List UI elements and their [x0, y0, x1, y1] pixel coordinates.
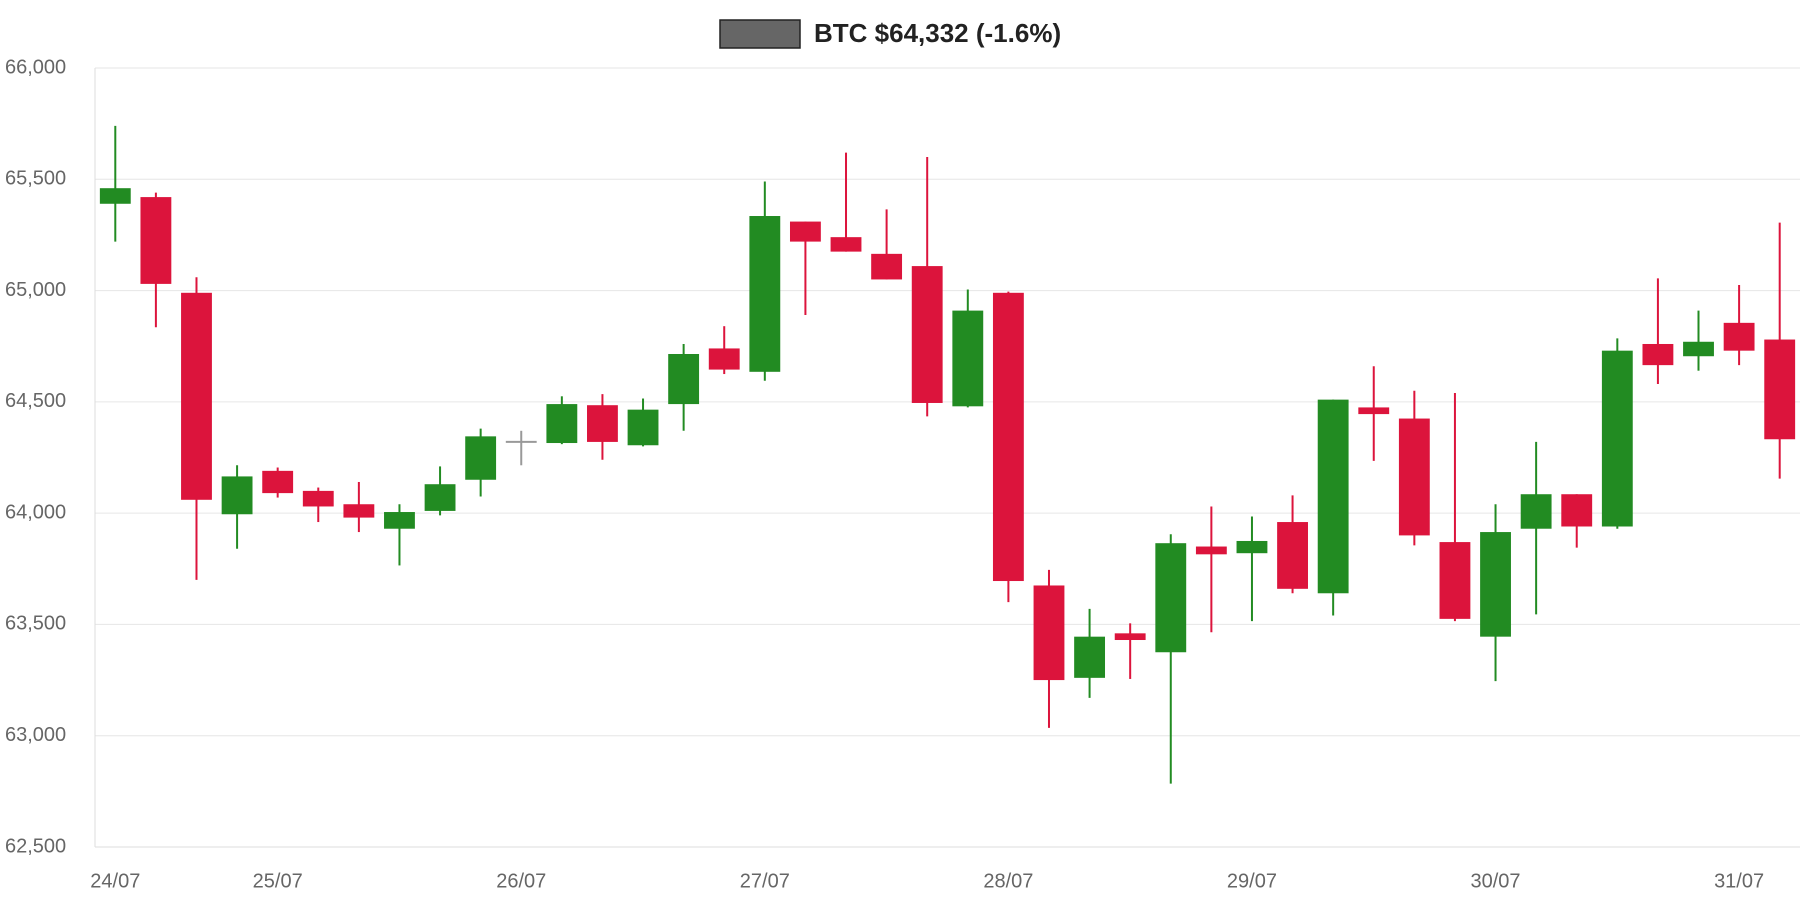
- candle-body: [424, 484, 456, 511]
- candle-body: [99, 188, 131, 204]
- legend-label: BTC $64,332 (-1.6%): [814, 18, 1061, 48]
- candle-body: [952, 310, 984, 407]
- candle-body: [546, 404, 578, 444]
- candle-body: [871, 253, 903, 280]
- candle-body: [1480, 532, 1511, 637]
- candle-body: [140, 197, 172, 284]
- candle-body: [1074, 636, 1106, 678]
- y-tick-label: 65,000: [5, 279, 66, 301]
- x-tick-label: 28/07: [983, 870, 1033, 892]
- x-tick-label: 26/07: [496, 870, 546, 892]
- candle-body: [1114, 633, 1146, 641]
- candle-body: [1317, 399, 1349, 594]
- candle-body: [830, 237, 862, 252]
- y-tick-label: 65,500: [5, 168, 66, 190]
- candle-body: [1277, 522, 1308, 589]
- x-tick-label: 24/07: [90, 870, 140, 892]
- candle-body: [1642, 343, 1674, 366]
- candle-body: [668, 354, 700, 405]
- x-tick-label: 31/07: [1714, 870, 1764, 892]
- candle-body: [749, 216, 781, 372]
- candle-body: [262, 470, 294, 494]
- y-tick-label: 63,000: [5, 724, 66, 746]
- x-tick-label: 25/07: [253, 870, 303, 892]
- candle-body: [911, 266, 943, 403]
- y-tick-label: 63,500: [5, 613, 66, 635]
- y-tick-label: 66,000: [5, 56, 66, 78]
- candle-body: [1520, 494, 1552, 529]
- y-tick-label: 64,500: [5, 390, 66, 412]
- candle-body: [1723, 322, 1755, 351]
- candle-body: [1155, 543, 1187, 653]
- candle-body: [1561, 494, 1593, 527]
- candle-body: [789, 221, 821, 242]
- candle-body: [384, 512, 415, 529]
- y-tick-label: 62,500: [5, 835, 66, 857]
- candle-body: [708, 348, 740, 370]
- candle-body: [1764, 339, 1796, 440]
- candle-body: [302, 490, 334, 507]
- candle-body: [1398, 418, 1430, 536]
- x-tick-label: 30/07: [1471, 870, 1521, 892]
- candle-body: [465, 436, 497, 480]
- x-tick-label: 29/07: [1227, 870, 1277, 892]
- candle-body: [1033, 585, 1065, 681]
- candle-body: [627, 409, 659, 446]
- candle-body: [587, 405, 618, 442]
- candle-body: [1601, 350, 1633, 527]
- y-tick-label: 64,000: [5, 501, 66, 523]
- x-tick-label: 27/07: [740, 870, 790, 892]
- candle-body: [1358, 407, 1390, 415]
- candle-body: [992, 292, 1024, 582]
- legend-swatch: [719, 19, 801, 49]
- candle-body: [1683, 341, 1714, 357]
- candle-body: [1236, 540, 1268, 554]
- candle-body: [221, 476, 253, 515]
- candle-body: [343, 504, 375, 518]
- candle-body: [1439, 542, 1471, 619]
- candle-body: [181, 292, 212, 500]
- candle-body: [1195, 546, 1227, 555]
